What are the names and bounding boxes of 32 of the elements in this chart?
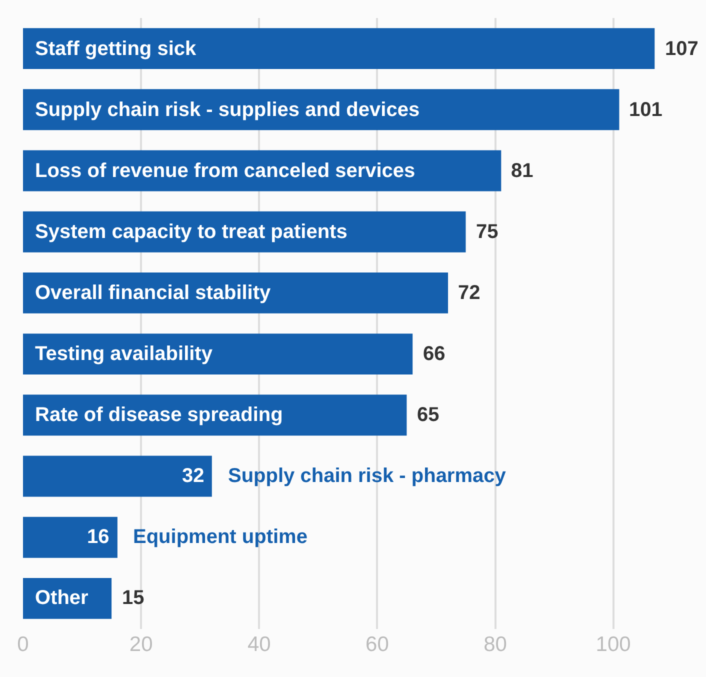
x-tick-label: 100	[596, 633, 631, 656]
y-tick-label: Equipment uptime	[133, 526, 308, 548]
y-tick-label: Supply chain risk - pharmacy	[228, 465, 507, 487]
y-tick-label: Rate of disease spreading	[35, 404, 283, 426]
y-tick-label: Other	[35, 587, 89, 609]
x-tick-label: 0	[17, 633, 29, 656]
y-tick-label: System capacity to treat patients	[35, 221, 348, 243]
bar	[23, 334, 413, 375]
data-label: 101	[629, 99, 662, 121]
bar	[23, 516, 118, 558]
y-tick-label: Supply chain risk - supplies and devices	[35, 99, 420, 121]
data-label: 15	[122, 587, 144, 609]
y-tick-label: Overall financial stability	[35, 282, 272, 304]
bar	[23, 89, 620, 130]
data-label: 107	[665, 38, 698, 60]
data-label: 32	[182, 465, 204, 487]
y-tick-label: Staff getting sick	[35, 38, 198, 60]
data-label: 81	[511, 160, 534, 182]
data-label: 65	[417, 404, 440, 426]
y-tick-label: Testing availability	[35, 343, 214, 365]
x-tick-label: 60	[366, 633, 389, 656]
data-label: 66	[423, 343, 446, 365]
data-label: 75	[476, 221, 498, 243]
x-tick-label: 20	[129, 633, 153, 656]
data-label: 72	[458, 282, 480, 304]
y-tick-label: Loss of revenue from canceled services	[35, 160, 416, 182]
data-label: 16	[87, 526, 110, 548]
x-tick-label: 40	[247, 633, 271, 656]
x-tick-label: 80	[484, 633, 507, 656]
bar	[23, 28, 655, 70]
bar	[23, 272, 448, 314]
bar	[23, 456, 212, 497]
